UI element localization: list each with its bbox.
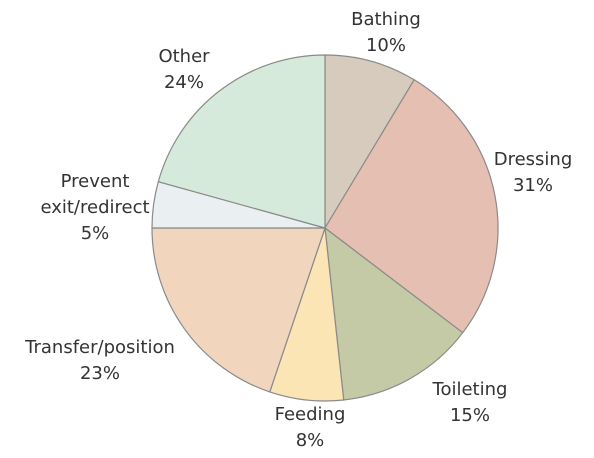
- slice-label: Prevent exit/redirect 5%: [35, 169, 155, 247]
- value-label: 23%: [79, 363, 120, 384]
- category-label: Dressing: [493, 149, 573, 170]
- pie-slice: [151, 227, 326, 393]
- value-label: 5%: [80, 223, 110, 244]
- category-label: Feeding: [274, 404, 346, 425]
- category-label: Transfer/position: [25, 337, 175, 358]
- value-label: 10%: [365, 35, 406, 56]
- pie-slice: [324, 226, 464, 401]
- value-label: 15%: [449, 405, 490, 426]
- slice-label: Other 24%: [84, 44, 284, 96]
- category-label: Toileting: [432, 379, 508, 400]
- slice-label: Toileting 15%: [370, 377, 570, 429]
- slice-label: Feeding 8%: [210, 402, 410, 454]
- value-label: 31%: [512, 175, 553, 196]
- value-label: 8%: [295, 430, 325, 451]
- category-label: Prevent exit/redirect: [40, 171, 150, 218]
- pie-slice: [324, 54, 416, 231]
- category-label: Bathing: [351, 9, 421, 30]
- slice-label: Dressing 31%: [433, 147, 594, 199]
- pie-slice: [157, 54, 326, 229]
- slice-label: Bathing 10%: [286, 7, 486, 59]
- category-label: Other: [158, 46, 210, 67]
- pie-slice: [324, 78, 499, 334]
- value-label: 24%: [163, 72, 204, 93]
- slice-label: Transfer/position 23%: [0, 335, 200, 387]
